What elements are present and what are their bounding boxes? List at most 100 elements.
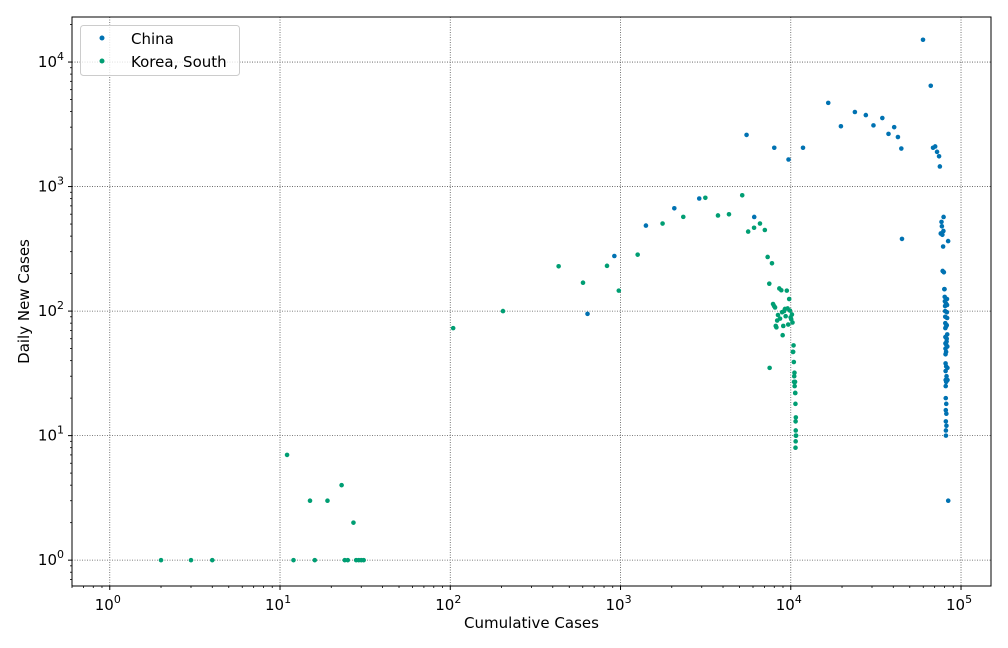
data-point-china <box>945 377 950 383</box>
data-point-china <box>899 236 905 242</box>
data-point-china <box>945 365 950 371</box>
data-point-china <box>852 109 858 115</box>
data-point-china <box>944 315 950 321</box>
data-point-china <box>944 322 950 328</box>
data-point-korea-south <box>793 445 798 450</box>
data-point-china <box>943 395 949 401</box>
data-point-korea-south <box>680 214 686 220</box>
legend-marker-china <box>99 35 105 41</box>
data-point-korea-south <box>793 439 798 444</box>
data-point-china <box>939 219 944 225</box>
data-point-korea-south <box>793 390 798 396</box>
data-point-korea-south <box>762 227 768 233</box>
data-point-korea-south <box>500 308 506 314</box>
data-point-korea-south <box>351 520 356 525</box>
data-point-korea-south <box>793 428 799 433</box>
data-point-korea-south <box>635 252 640 257</box>
series-korea-south <box>158 192 799 563</box>
data-point-korea-south <box>772 305 778 310</box>
data-point-korea-south <box>158 557 164 563</box>
data-point-china <box>944 373 949 379</box>
series-china <box>585 37 951 504</box>
data-point-korea-south <box>703 195 708 201</box>
data-point-korea-south <box>345 557 351 563</box>
data-point-korea-south <box>787 308 793 313</box>
data-point-korea-south <box>775 312 781 318</box>
data-point-korea-south <box>757 221 763 226</box>
data-point-china <box>943 428 949 433</box>
data-point-china <box>941 269 947 275</box>
data-point-korea-south <box>793 415 799 420</box>
data-point-china <box>939 223 945 229</box>
data-point-korea-south <box>580 280 586 286</box>
data-point-korea-south <box>790 320 795 325</box>
data-point-korea-south <box>284 452 290 458</box>
data-point-china <box>941 228 946 234</box>
legend-marker-korea-south <box>99 58 105 64</box>
data-point-china <box>863 112 869 118</box>
data-point-china <box>943 433 949 438</box>
data-point-china <box>920 37 926 43</box>
data-point-china <box>891 124 897 130</box>
data-point-china <box>585 311 590 317</box>
data-point-china <box>751 214 757 220</box>
data-point-china <box>943 407 949 413</box>
data-point-korea-south <box>307 498 313 504</box>
data-point-china <box>936 154 942 159</box>
data-point-china <box>886 131 891 137</box>
legend: China Korea, South <box>80 25 240 76</box>
legend-label-china: China <box>131 30 174 48</box>
data-points <box>158 37 951 563</box>
data-point-korea-south <box>339 482 344 488</box>
data-point-korea-south <box>209 557 215 563</box>
data-point-korea-south <box>790 349 796 355</box>
data-point-china <box>696 196 702 201</box>
data-point-china <box>944 411 949 416</box>
data-point-korea-south <box>774 325 779 330</box>
data-point-china <box>941 214 946 220</box>
data-point-china <box>944 332 950 337</box>
data-point-china <box>643 223 649 228</box>
data-point-korea-south <box>325 498 330 504</box>
data-point-korea-south <box>604 263 610 269</box>
data-point-china <box>895 134 901 140</box>
data-point-korea-south <box>785 322 791 327</box>
data-point-korea-south <box>784 288 790 293</box>
data-point-korea-south <box>792 370 797 376</box>
data-point-korea-south <box>188 557 194 563</box>
data-point-china <box>871 123 876 128</box>
data-point-china <box>880 115 885 121</box>
data-point-korea-south <box>660 221 665 226</box>
legend-label-korea-south: Korea, South <box>131 53 227 71</box>
data-point-korea-south <box>783 313 788 319</box>
data-point-china <box>612 253 617 259</box>
data-point-china <box>937 164 943 169</box>
data-point-korea-south <box>616 288 622 293</box>
data-point-korea-south <box>793 401 798 407</box>
data-point-korea-south <box>777 316 783 321</box>
data-point-china <box>943 349 949 355</box>
data-point-china <box>944 302 950 308</box>
x-axis-label: Cumulative Cases <box>464 614 599 632</box>
data-point-china <box>825 100 831 106</box>
data-point-korea-south <box>765 254 770 260</box>
data-point-korea-south <box>793 433 799 438</box>
data-point-china <box>944 336 950 342</box>
data-point-china <box>786 157 791 162</box>
legend-box <box>80 25 240 76</box>
data-point-korea-south <box>791 359 797 365</box>
plot-area-frame <box>71 16 992 587</box>
data-point-korea-south <box>726 211 732 217</box>
data-point-china <box>940 232 945 238</box>
data-point-china <box>945 238 951 244</box>
grid-lines <box>72 17 991 586</box>
y-axis-label: Daily New Cases <box>15 239 33 364</box>
data-point-china <box>943 383 949 389</box>
data-point-korea-south <box>780 332 785 338</box>
data-point-china <box>943 419 949 424</box>
data-point-china <box>744 132 749 138</box>
data-point-china <box>945 498 951 504</box>
